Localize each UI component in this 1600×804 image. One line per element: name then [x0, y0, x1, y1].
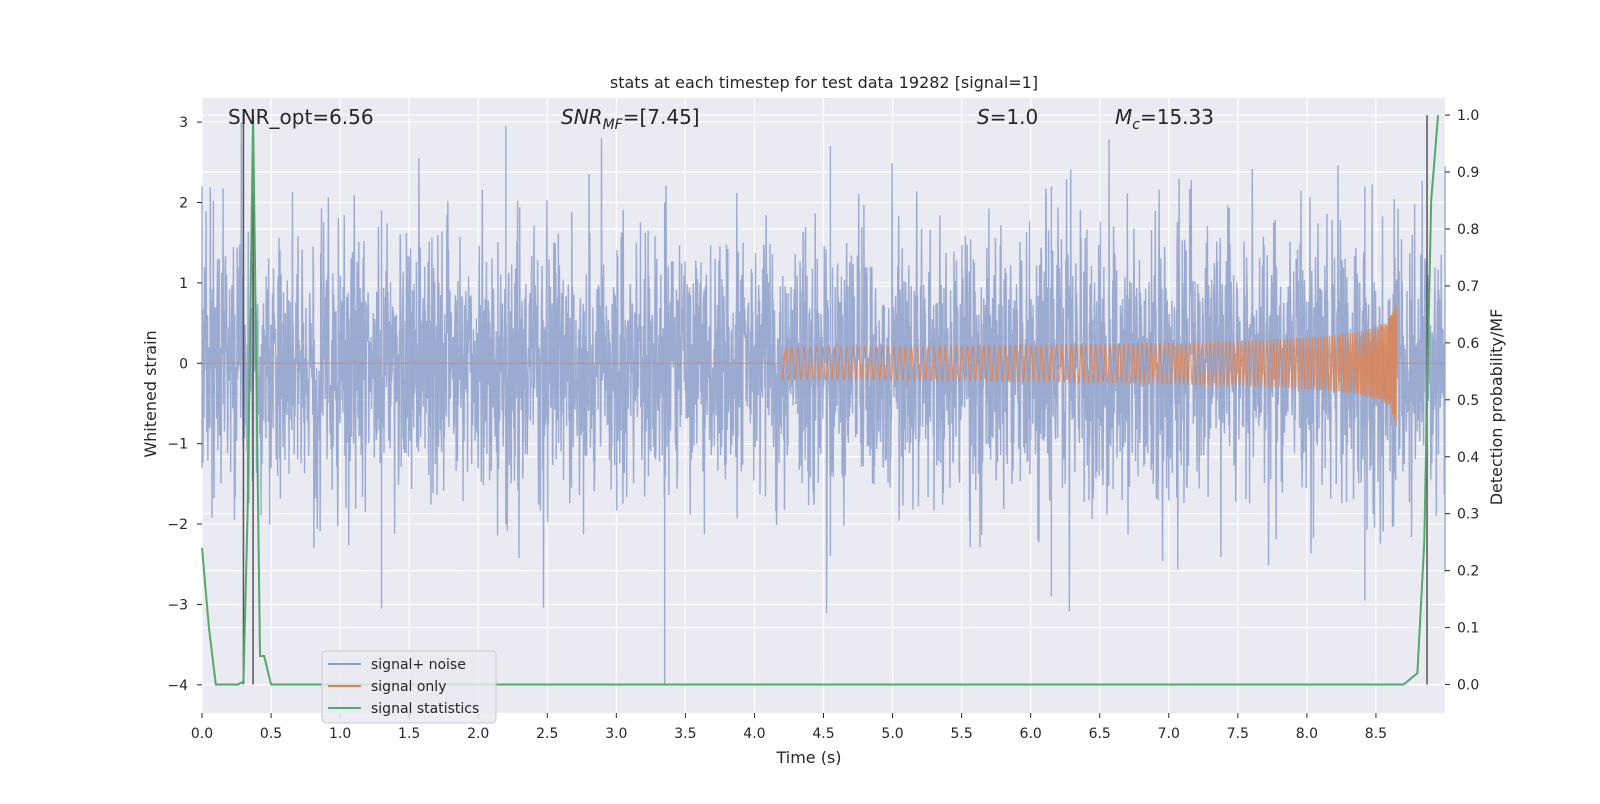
legend-label-signal-only: signal only [371, 679, 446, 695]
x-tick-label: 0.0 [191, 726, 213, 742]
x-tick-label: 3.5 [674, 726, 696, 742]
y-right-tick-label: 0.2 [1457, 564, 1479, 580]
chart-title: stats at each timestep for test data 192… [610, 73, 1038, 92]
annotation-s: S=1.0 [977, 105, 1038, 129]
y-right-tick-label: 1.0 [1457, 108, 1479, 124]
annotation-snr-mf-main: SNR [561, 105, 603, 129]
y-axis-label-right: Detection probability/MF [1487, 309, 1506, 506]
y-right-tick-label: 0.1 [1457, 621, 1479, 637]
y-right-tick-label: 0.6 [1457, 336, 1479, 352]
x-tick-label: 2.5 [536, 726, 558, 742]
x-tick-label: 6.0 [1020, 726, 1042, 742]
x-tick-label: 3.0 [605, 726, 627, 742]
x-tick-label: 1.0 [329, 726, 351, 742]
y-tick-label: −4 [167, 678, 188, 694]
x-tick-label: 5.5 [950, 726, 972, 742]
y-tick-label: 3 [179, 115, 188, 131]
y-right-tick-label: 0.7 [1457, 279, 1479, 295]
x-tick-label: 5.0 [881, 726, 903, 742]
annotation-s-value: =1.0 [990, 105, 1039, 129]
y-right-tick-label: 0.9 [1457, 165, 1479, 181]
x-tick-label: 4.5 [812, 726, 834, 742]
y-right-tick-label: 0.8 [1457, 222, 1479, 238]
annotation-mc-main: M [1115, 105, 1132, 129]
annotation-snr-opt: SNR_opt=6.56 [228, 105, 374, 129]
y-tick-label: 2 [179, 196, 188, 212]
x-axis-label: Time (s) [775, 748, 841, 767]
annotation-snr-mf-sub: MF [603, 117, 624, 133]
x-tick-label: 2.0 [467, 726, 489, 742]
y-tick-label: −1 [167, 437, 188, 453]
x-tick-label: 6.5 [1089, 726, 1111, 742]
x-tick-label: 8.0 [1296, 726, 1318, 742]
y-right-tick-label: 0.0 [1457, 678, 1479, 694]
y-axis-label: Whitened strain [141, 330, 160, 457]
x-tick-label: 4.0 [743, 726, 765, 742]
y-tick-label: −2 [167, 517, 188, 533]
annotation-mc: Mc=15.33 [1115, 105, 1214, 133]
x-tick-label: 1.5 [398, 726, 420, 742]
x-tick-label: 8.5 [1365, 726, 1387, 742]
y-tick-label: 0 [179, 356, 188, 372]
annotation-snr-mf-value: =[7.45] [623, 105, 700, 129]
annotation-mc-value: =15.33 [1140, 105, 1214, 129]
y-tick-label: −3 [167, 597, 188, 613]
annotation-snr-mf: SNRMF=[7.45] [561, 105, 700, 133]
x-tick-label: 0.5 [260, 726, 282, 742]
legend: signal+ noise signal only signal statist… [322, 651, 496, 723]
annotation-s-symbol: S [977, 105, 990, 129]
legend-label-signal-noise: signal+ noise [371, 657, 466, 673]
y-right-tick-label: 0.5 [1457, 393, 1479, 409]
y-right-tick-label: 0.3 [1457, 507, 1479, 523]
y-tick-label: 1 [179, 276, 188, 292]
x-tick-label: 7.0 [1158, 726, 1180, 742]
x-tick-label: 7.5 [1227, 726, 1249, 742]
y-right-tick-label: 0.4 [1457, 450, 1479, 466]
legend-label-signal-statistics: signal statistics [371, 701, 479, 717]
